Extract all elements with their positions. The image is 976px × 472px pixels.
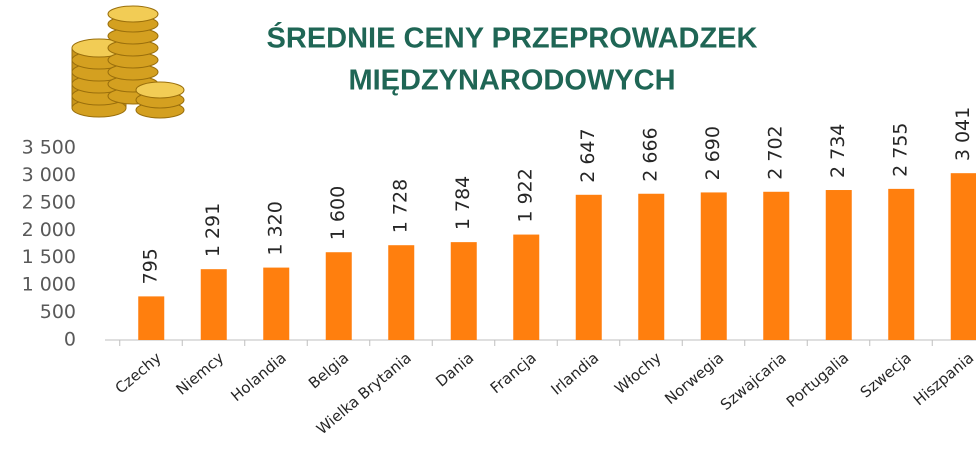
bar (826, 190, 852, 340)
x-tick-label: Czechy (112, 349, 165, 398)
bar (701, 192, 727, 340)
x-tick-label: Portugalia (783, 349, 852, 411)
bar (201, 269, 227, 340)
bar (576, 195, 602, 340)
chart-title: ŚREDNIE CENY PRZEPROWADZEK (267, 21, 758, 55)
x-tick-label: Szwajcaria (717, 349, 790, 414)
bar (513, 235, 539, 340)
value-label: 2 734 (827, 124, 849, 178)
x-tick-label: Irlandia (547, 349, 602, 399)
value-label: 1 600 (327, 186, 349, 240)
y-tick-label: 2 500 (22, 191, 76, 213)
value-label: 1 320 (265, 201, 287, 255)
value-label: 1 291 (202, 203, 224, 257)
value-label: 1 728 (390, 179, 412, 233)
y-tick-label: 500 (40, 301, 76, 323)
chart: ŚREDNIE CENY PRZEPROWADZEK MIĘDZYNARODOW… (0, 0, 976, 472)
coins-icon (72, 6, 184, 118)
value-label: 795 (140, 248, 162, 284)
x-tick-label: Niemcy (172, 349, 227, 399)
value-label: 2 702 (765, 125, 787, 179)
x-tick-label: Holandia (227, 349, 289, 405)
bar (388, 245, 414, 340)
y-tick-label: 3 000 (22, 164, 76, 186)
y-tick-label: 1 000 (22, 274, 76, 296)
bar (451, 242, 477, 340)
value-label: 2 647 (577, 128, 599, 182)
x-tick-label: Francja (487, 349, 540, 398)
bar (263, 268, 289, 340)
y-tick-label: 2 000 (22, 219, 76, 241)
value-label: 1 922 (515, 168, 537, 222)
x-tick-label: Włochy (611, 349, 665, 398)
y-tick-label: 0 (64, 329, 76, 351)
y-tick-label: 1 500 (22, 246, 76, 268)
value-label: 2 690 (702, 126, 724, 180)
y-tick-label: 3 500 (22, 137, 76, 159)
value-label: 1 784 (452, 176, 474, 230)
bar (888, 189, 914, 340)
x-tick-label: Hiszpania (910, 349, 976, 410)
x-tick-label: Szwecja (857, 349, 915, 402)
chart-title: MIĘDZYNARODOWYCH (348, 65, 675, 97)
x-tick-label: Dania (432, 349, 477, 391)
bar (326, 252, 352, 340)
value-label: 2 755 (890, 122, 912, 176)
value-label: 2 666 (640, 127, 662, 181)
bar (951, 173, 976, 340)
value-label: 3 041 (952, 107, 974, 161)
bar (763, 192, 789, 340)
bar (138, 296, 164, 340)
bar (638, 194, 664, 340)
x-tick-label: Belgia (305, 349, 352, 393)
